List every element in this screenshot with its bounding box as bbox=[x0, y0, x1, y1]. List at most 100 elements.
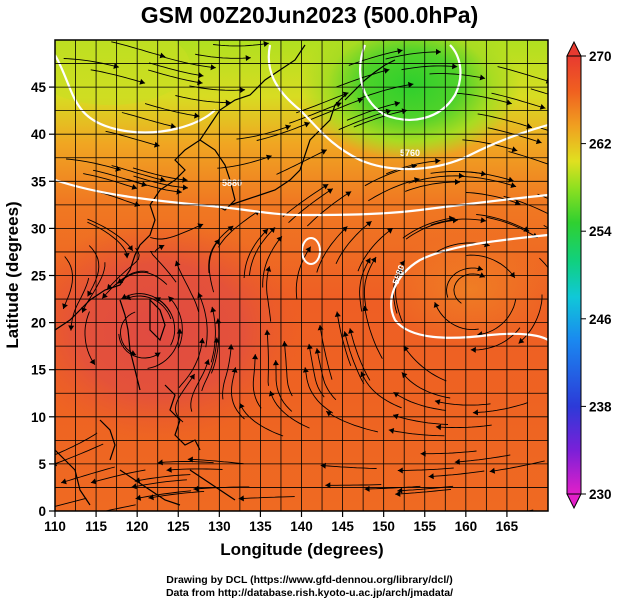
streamline-arrow bbox=[506, 99, 512, 106]
streamline-arrow bbox=[583, 253, 589, 259]
streamline-arrow bbox=[81, 513, 87, 519]
streamline bbox=[174, 373, 195, 423]
streamline-arrow bbox=[394, 100, 400, 107]
streamline-arrow bbox=[264, 329, 271, 335]
x-axis-label: Longitude (degrees) bbox=[220, 540, 383, 559]
streamline bbox=[238, 496, 295, 500]
streamline bbox=[218, 209, 261, 248]
streamline-arrow bbox=[32, 508, 38, 514]
streamline bbox=[401, 65, 458, 71]
streamline bbox=[166, 468, 223, 471]
streamline-arrow bbox=[174, 260, 181, 267]
streamline bbox=[150, 223, 204, 240]
streamline bbox=[335, 220, 372, 265]
streamline bbox=[148, 69, 203, 84]
streamline-arrow bbox=[436, 48, 441, 55]
x-tick-label: 115 bbox=[85, 519, 107, 534]
streamline-arrow bbox=[557, 302, 563, 308]
streamline-arrow bbox=[510, 182, 517, 188]
streamline-arrow bbox=[345, 191, 352, 197]
x-tick-label: 120 bbox=[126, 519, 149, 534]
streamline-arrow bbox=[102, 292, 108, 299]
streamline bbox=[538, 257, 548, 269]
contour-label: 5880 bbox=[222, 178, 242, 188]
streamline-arrow bbox=[141, 181, 147, 187]
streamline-arrow bbox=[452, 63, 458, 70]
streamline-arrow bbox=[397, 487, 403, 494]
streamline bbox=[401, 372, 451, 399]
streamline-arrow bbox=[550, 212, 556, 217]
y-tick-label: 20 bbox=[31, 316, 46, 331]
streamline bbox=[304, 367, 334, 414]
x-tick-label: 155 bbox=[413, 519, 436, 534]
streamline-arrow bbox=[357, 97, 364, 104]
streamline bbox=[485, 216, 538, 239]
streamline-arrow bbox=[395, 490, 401, 497]
streamline bbox=[283, 341, 293, 397]
streamline-arrow bbox=[306, 343, 313, 350]
streamline bbox=[248, 227, 276, 276]
streamline bbox=[466, 254, 516, 279]
y-tick-label: 45 bbox=[31, 80, 47, 95]
streamline-arrow bbox=[148, 494, 154, 501]
streamline-arrow bbox=[131, 184, 138, 190]
streamline-arrow bbox=[341, 226, 348, 232]
grid bbox=[55, 40, 548, 511]
streamline-arrow bbox=[225, 99, 231, 106]
streamline-arrow bbox=[433, 30, 438, 36]
streamline-arrow bbox=[388, 428, 395, 434]
streamline-arrow bbox=[342, 91, 349, 98]
streamline bbox=[295, 246, 312, 300]
streamline bbox=[386, 160, 441, 175]
streamline-arrow bbox=[166, 466, 172, 473]
streamline bbox=[213, 42, 269, 47]
streamline bbox=[537, 126, 548, 131]
streamline bbox=[168, 296, 183, 349]
streamline-arrow bbox=[325, 482, 331, 489]
streamline-arrow bbox=[210, 306, 217, 313]
streamline bbox=[429, 73, 486, 79]
streamline bbox=[197, 292, 208, 348]
streamline bbox=[105, 130, 160, 147]
streamline bbox=[55, 497, 87, 507]
streamline bbox=[462, 139, 518, 152]
contour-label: 5760 bbox=[400, 148, 420, 158]
streamline-arrow bbox=[342, 331, 349, 337]
streamline-arrow bbox=[509, 271, 515, 278]
streamline bbox=[465, 192, 521, 205]
streamline bbox=[201, 337, 218, 392]
colorbar-tick-label: 230 bbox=[589, 487, 612, 502]
streamline-arrow bbox=[239, 403, 245, 409]
coastlines bbox=[55, 44, 396, 506]
streamline bbox=[133, 175, 189, 189]
streamline bbox=[106, 247, 140, 291]
streamline bbox=[518, 294, 543, 344]
streamline-arrow bbox=[198, 72, 204, 79]
streamline-arrow bbox=[187, 456, 193, 463]
streamline bbox=[344, 331, 365, 384]
colorbar-tick-label: 238 bbox=[589, 399, 612, 414]
streamline-arrow bbox=[227, 344, 234, 350]
colorbar-tick-label: 262 bbox=[589, 137, 612, 152]
chart-title: GSM 00Z20Jun2023 (500.0hPa) bbox=[140, 2, 479, 28]
streamline-arrow bbox=[327, 188, 333, 194]
streamline bbox=[243, 228, 269, 279]
streamline bbox=[118, 333, 161, 359]
colorbar: 230 238 246 254 262 270 bbox=[566, 40, 612, 510]
streamline-arrow bbox=[170, 123, 176, 129]
streamline-arrow bbox=[121, 293, 128, 300]
streamline-arrow bbox=[511, 146, 518, 153]
streamline-arrow bbox=[449, 215, 455, 222]
streamline bbox=[325, 484, 382, 486]
streamline-arrow bbox=[68, 325, 75, 331]
streamline bbox=[269, 390, 310, 429]
streamline-arrow bbox=[433, 302, 440, 308]
streamline bbox=[430, 218, 487, 226]
streamline bbox=[491, 92, 546, 109]
streamline-arrow bbox=[321, 149, 327, 155]
streamline-arrow bbox=[452, 217, 458, 224]
streamline bbox=[70, 277, 90, 331]
streamline bbox=[93, 169, 148, 186]
x-tick-label: 140 bbox=[290, 519, 313, 534]
streamline bbox=[217, 155, 272, 169]
